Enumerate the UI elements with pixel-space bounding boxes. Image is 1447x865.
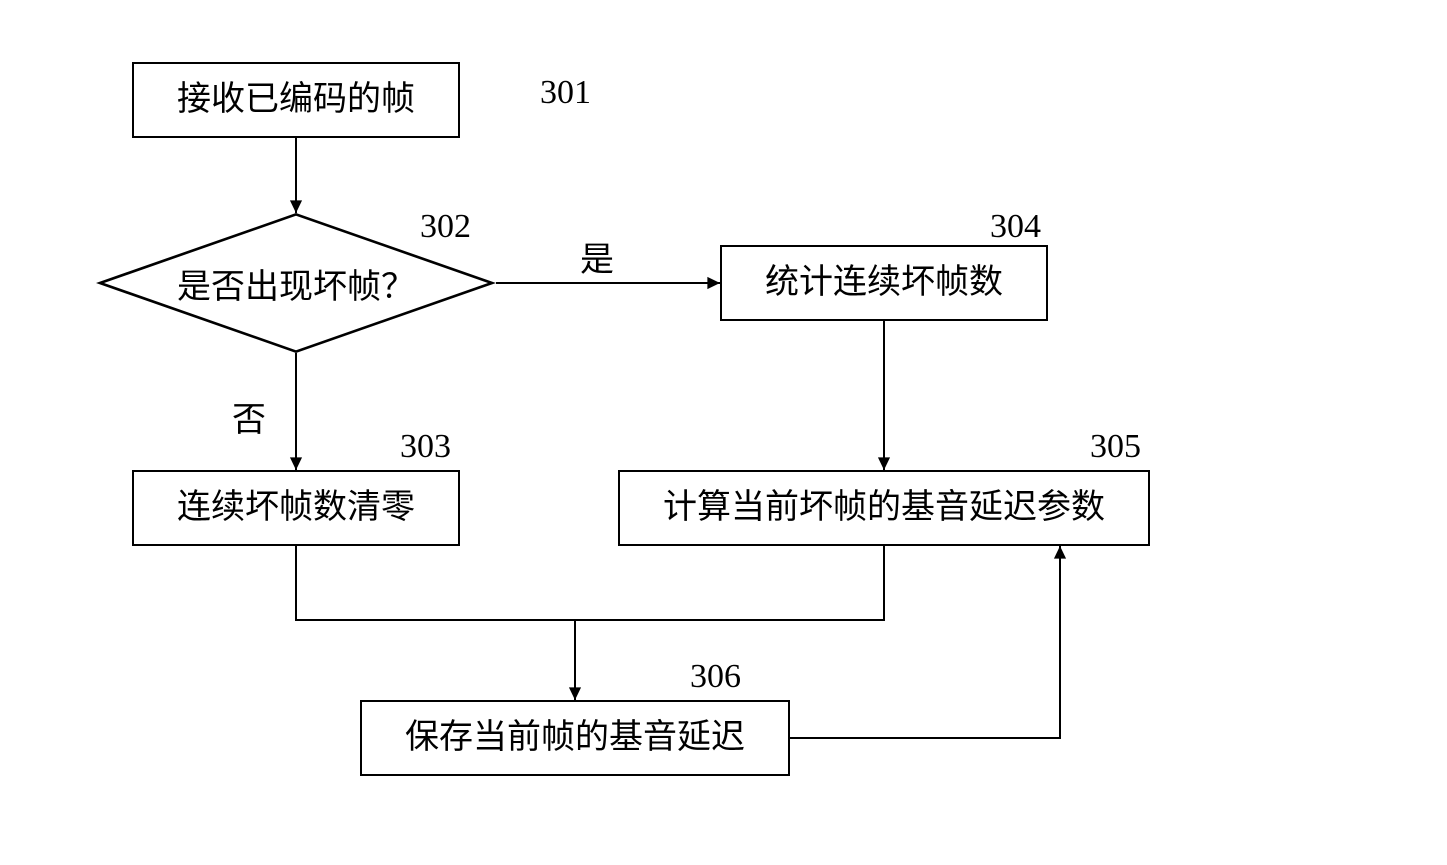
- step-number-302: 302: [420, 208, 471, 246]
- e-306-305-arrowhead: [1054, 546, 1066, 559]
- e-304-305-arrowhead: [878, 457, 890, 470]
- step-number-306: 306: [690, 658, 741, 696]
- e-302-303-arrowhead: [290, 457, 302, 470]
- step-number-303: 303: [400, 428, 451, 466]
- e-302-304-arrowhead: [707, 277, 720, 289]
- e-303-306-join: [296, 546, 575, 620]
- e-306-305: [790, 546, 1060, 738]
- step-number-304: 304: [990, 208, 1041, 246]
- e-305-306-join: [575, 546, 884, 620]
- node-save-current-pitch-delay: 保存当前帧的基音延迟: [360, 700, 790, 776]
- e-301-302-arrowhead: [290, 200, 302, 213]
- node-count-consecutive-bad-frames: 统计连续坏帧数: [720, 245, 1048, 321]
- node-label: 统计连续坏帧数: [765, 263, 1003, 304]
- e-merge-306-arrowhead: [569, 687, 581, 700]
- step-number-305: 305: [1090, 428, 1141, 466]
- edge-label-yes: 是: [580, 232, 614, 281]
- node-label: 保存当前帧的基音延迟: [405, 718, 745, 759]
- node-label: 连续坏帧数清零: [177, 488, 415, 529]
- node-label: 接收已编码的帧: [177, 80, 415, 121]
- flowchart-canvas: 接收已编码的帧 连续坏帧数清零 统计连续坏帧数 计算当前坏帧的基音延迟参数 保存…: [0, 0, 1447, 865]
- node-receive-encoded-frame: 接收已编码的帧: [132, 62, 460, 138]
- step-number-301: 301: [540, 74, 591, 112]
- node-label: 计算当前坏帧的基音延迟参数: [663, 488, 1105, 529]
- node-compute-pitch-delay-param: 计算当前坏帧的基音延迟参数: [618, 470, 1150, 546]
- edge-label-no: 否: [232, 392, 266, 441]
- node-reset-consecutive-bad-frames: 连续坏帧数清零: [132, 470, 460, 546]
